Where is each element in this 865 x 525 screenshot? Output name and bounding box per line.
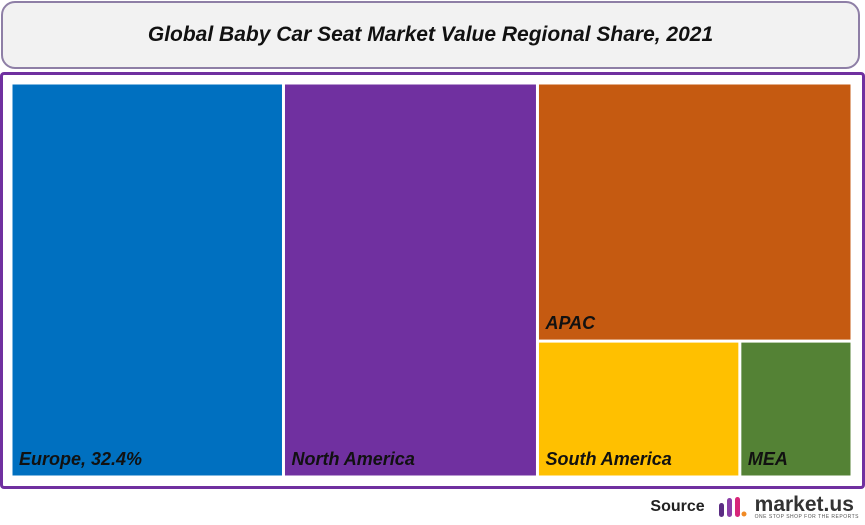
tile-label: Europe, 32.4% — [19, 449, 142, 469]
brand: market.us ONE STOP SHOP FOR THE REPORTS — [755, 494, 859, 520]
tile-label: South America — [545, 449, 671, 469]
source-label: Source — [650, 498, 705, 515]
footer: Source market.us ONE STOP SHOP FOR THE R… — [650, 492, 859, 522]
logo-icon — [718, 497, 747, 517]
tile — [537, 83, 852, 341]
chart-title: Global Baby Car Seat Market Value Region… — [1, 1, 860, 69]
tile — [740, 341, 852, 477]
tile-label: APAC — [544, 313, 596, 333]
brand-tagline: ONE STOP SHOP FOR THE REPORTS — [754, 514, 859, 520]
chart-frame — [0, 72, 865, 489]
tile — [537, 341, 740, 477]
tile-label: MEA — [748, 449, 788, 469]
tile-label: North America — [291, 449, 414, 469]
tile — [11, 83, 283, 477]
tile — [283, 83, 537, 477]
brand-name: market.us — [754, 493, 854, 516]
